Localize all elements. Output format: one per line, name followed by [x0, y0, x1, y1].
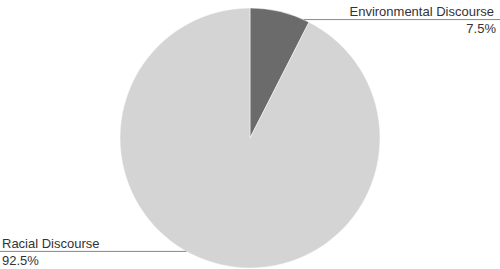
pie-slice: [120, 8, 380, 268]
labels: Environmental Discourse 7.5% Racial Discou…: [0, 4, 500, 269]
slice-label: Racial Discourse: [2, 236, 100, 251]
chart-svg: Environmental Discourse 7.5% Racial Discou…: [0, 0, 500, 269]
slice-label: Environmental Discourse: [349, 4, 494, 19]
slices: [120, 8, 380, 268]
data-label: 7.5%: [466, 21, 496, 36]
data-label: 92.5%: [2, 253, 39, 268]
